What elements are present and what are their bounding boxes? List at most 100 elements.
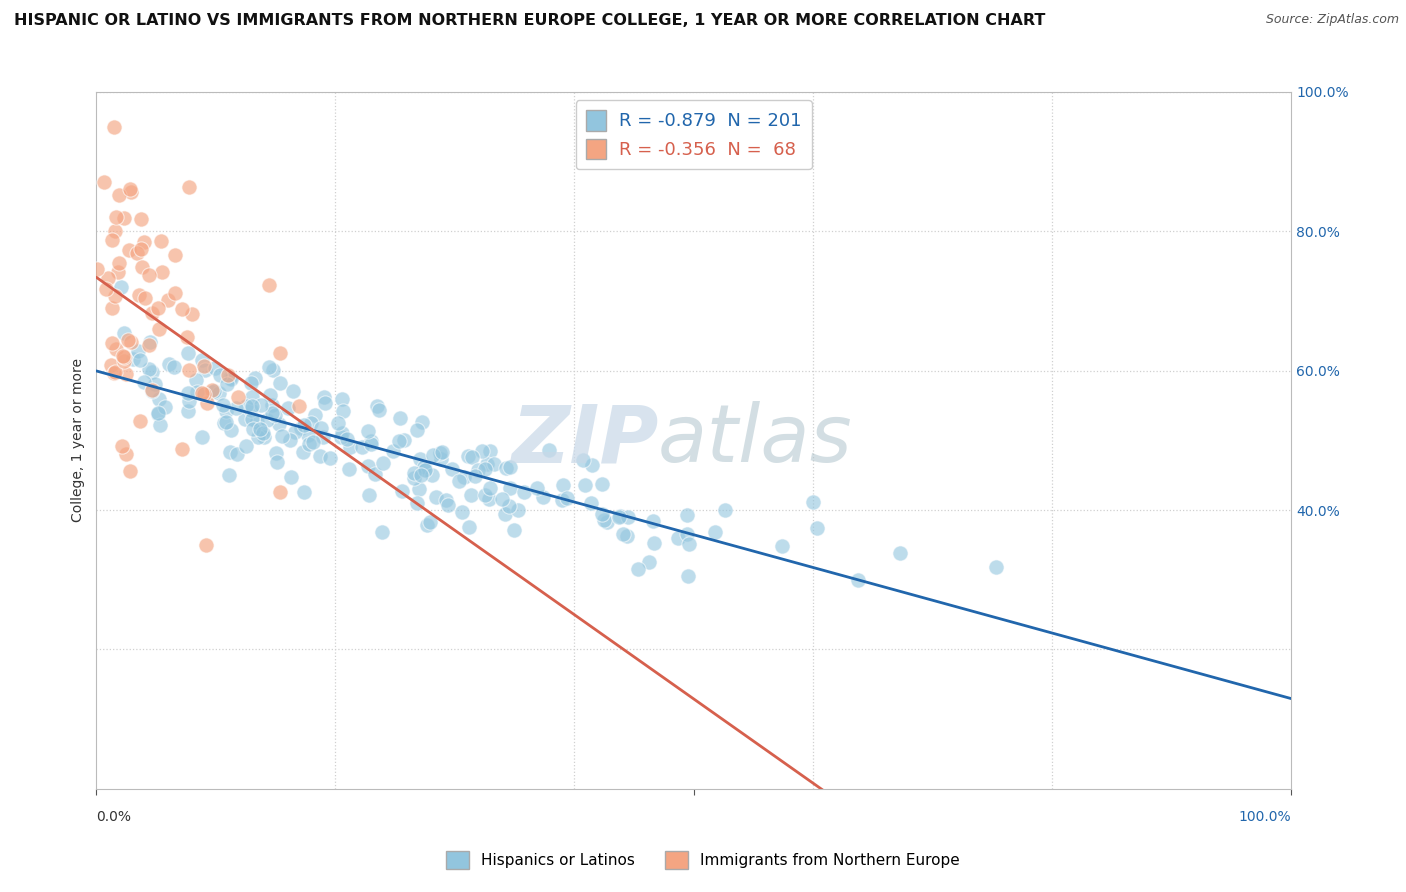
Point [616, 529, 638, 543]
Point [122, 352, 145, 367]
Point [404, 471, 426, 485]
Point [201, 384, 224, 398]
Point [101, 301, 124, 316]
Point [235, 399, 257, 413]
Text: 0.0%: 0.0% [97, 810, 131, 824]
Point [416, 518, 439, 533]
Point [846, 573, 869, 587]
Point [381, 444, 404, 458]
Point [163, 359, 186, 374]
Point [141, 366, 163, 380]
Point [100, 359, 122, 373]
Point [129, 242, 152, 256]
Point [246, 415, 269, 429]
Point [499, 460, 522, 475]
Point [889, 546, 911, 560]
Point [159, 357, 181, 371]
Point [592, 512, 614, 526]
Point [107, 265, 129, 279]
Point [215, 404, 238, 418]
Point [146, 407, 169, 421]
Point [190, 430, 212, 444]
Point [112, 326, 135, 341]
Point [195, 396, 218, 410]
Point [201, 384, 224, 399]
Point [457, 449, 479, 463]
Point [304, 409, 326, 423]
Point [440, 462, 463, 476]
Point [233, 411, 256, 425]
Point [572, 452, 595, 467]
Point [97, 271, 120, 285]
Point [339, 440, 361, 454]
Point [526, 481, 548, 495]
Point [134, 291, 156, 305]
Point [110, 280, 132, 294]
Point [494, 507, 516, 521]
Point [177, 363, 200, 377]
Point [114, 447, 136, 461]
Point [134, 375, 156, 389]
Point [482, 457, 505, 471]
Point [240, 412, 263, 426]
Point [257, 360, 280, 375]
Point [240, 376, 263, 390]
Point [112, 349, 135, 363]
Point [141, 383, 163, 397]
Point [803, 495, 825, 509]
Point [531, 490, 554, 504]
Point [425, 490, 447, 504]
Point [337, 461, 360, 475]
Point [467, 463, 489, 477]
Point [219, 423, 242, 437]
Point [391, 483, 413, 498]
Point [94, 282, 117, 296]
Point [319, 451, 342, 466]
Point [139, 334, 162, 349]
Point [336, 433, 359, 447]
Point [409, 468, 432, 483]
Point [194, 538, 217, 552]
Point [141, 306, 163, 320]
Point [177, 394, 200, 409]
Point [242, 422, 264, 436]
Point [503, 524, 526, 538]
Point [120, 185, 142, 199]
Point [366, 399, 388, 413]
Point [474, 488, 496, 502]
Point [478, 492, 501, 507]
Point [328, 416, 350, 430]
Point [278, 433, 301, 447]
Point [176, 329, 198, 343]
Point [280, 469, 302, 483]
Point [204, 360, 226, 375]
Point [666, 531, 689, 545]
Point [360, 437, 382, 451]
Point [298, 437, 321, 451]
Point [143, 377, 166, 392]
Point [150, 264, 173, 278]
Point [460, 450, 482, 464]
Point [311, 420, 333, 434]
Point [115, 367, 138, 381]
Point [419, 515, 441, 529]
Point [703, 524, 725, 539]
Point [256, 413, 278, 427]
Point [266, 455, 288, 469]
Point [172, 301, 194, 316]
Point [129, 352, 152, 367]
Point [218, 444, 240, 458]
Point [356, 458, 378, 473]
Point [218, 468, 240, 483]
Point [132, 235, 155, 249]
Point [495, 461, 517, 475]
Point [138, 268, 160, 283]
Point [283, 384, 305, 399]
Point [176, 346, 198, 360]
Point [226, 447, 249, 461]
Point [409, 451, 432, 466]
Point [420, 468, 443, 483]
Point [105, 342, 128, 356]
Point [388, 410, 411, 425]
Point [202, 384, 225, 398]
